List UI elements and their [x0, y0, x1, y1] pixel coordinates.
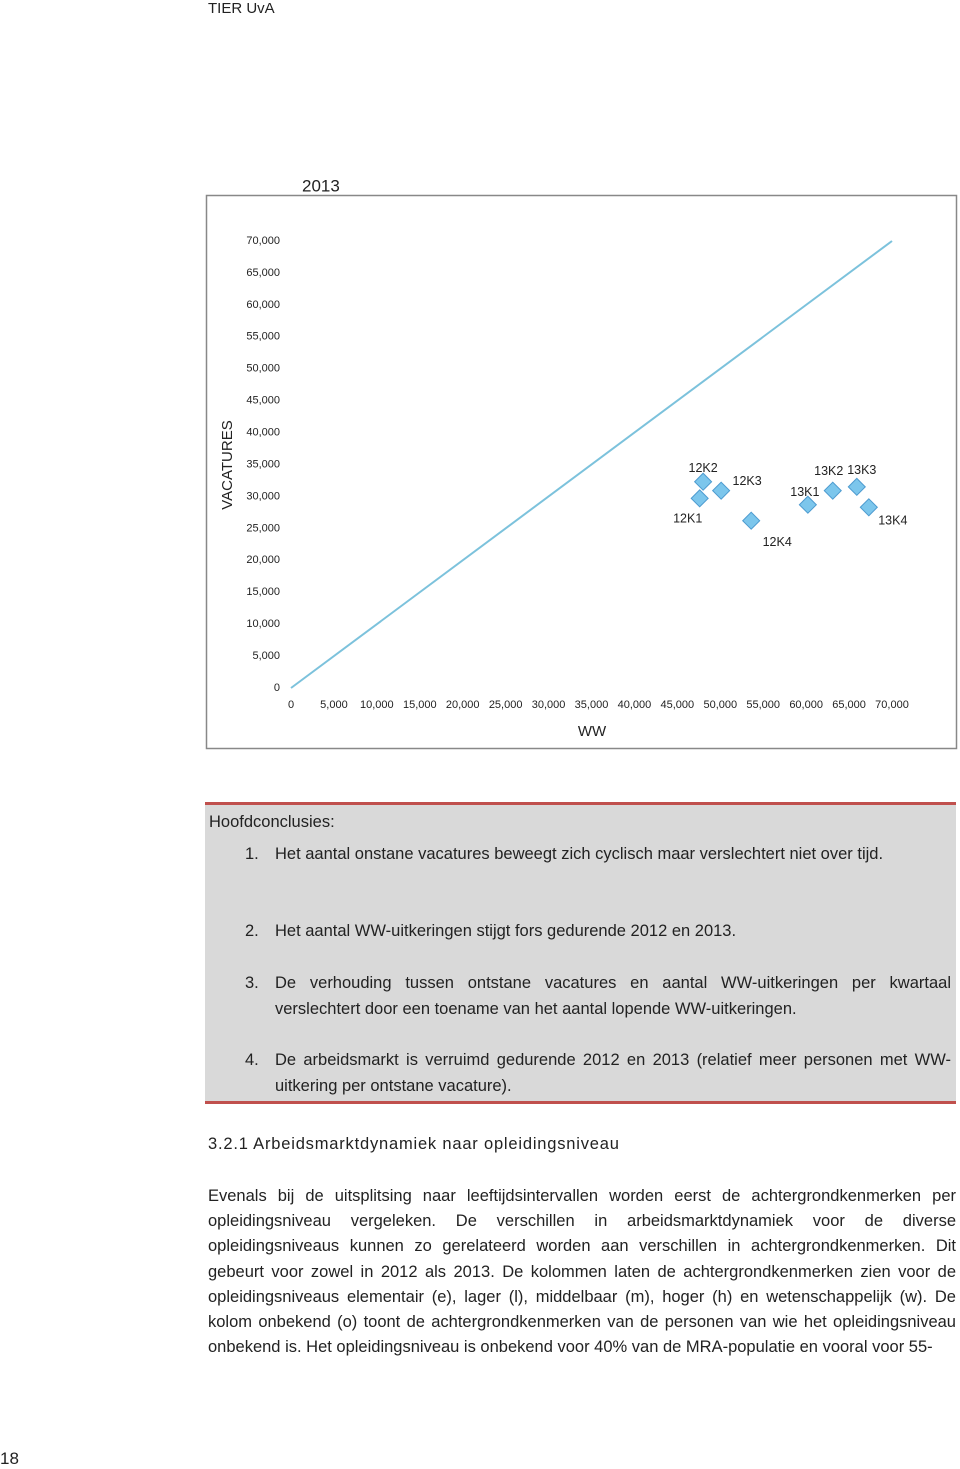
y-tick-label: 0	[274, 682, 280, 694]
y-tick-label: 60,000	[246, 299, 280, 311]
point-label: 13K1	[790, 485, 819, 499]
x-tick-label: 50,000	[703, 699, 737, 711]
header: TIER UvA	[208, 0, 275, 17]
item-text: De verhouding tussen ontstane vacatures …	[275, 974, 951, 1018]
x-tick-label: 25,000	[489, 699, 523, 711]
point-label: 13K3	[847, 463, 876, 477]
y-tick-label: 30,000	[246, 490, 280, 502]
point-label: 12K2	[689, 461, 718, 475]
section-heading: 3.2.1 Arbeidsmarktdynamiek naar opleidin…	[208, 1135, 620, 1153]
x-tick-label: 30,000	[532, 699, 566, 711]
x-tick-label: 5,000	[320, 699, 348, 711]
x-tick-label: 65,000	[832, 699, 866, 711]
chart: 2013 WW VACATURES 0 5,000 10,000 15,000 20,0…	[205, 176, 958, 750]
reference-line	[290, 240, 893, 689]
item-number: 4.	[245, 1051, 259, 1069]
x-axis-title: WW	[578, 723, 607, 740]
data-point	[693, 472, 713, 491]
data-point	[742, 511, 761, 530]
x-tick-label: 15,000	[403, 699, 437, 711]
data-point	[859, 498, 879, 517]
point-label: 13K2	[814, 464, 843, 478]
y-tick-label: 45,000	[246, 395, 280, 407]
y-tick-label: 20,000	[246, 554, 280, 566]
conclusion-item: 4. De arbeidsmarkt is verruimd gedurende …	[245, 1047, 951, 1099]
x-tick-label: 10,000	[360, 699, 394, 711]
x-tick-label: 60,000	[789, 699, 823, 711]
point-label: 12K4	[763, 535, 792, 549]
y-tick-label: 15,000	[246, 586, 280, 598]
chart-title: 2013	[302, 176, 340, 195]
y-tick-label: 40,000	[246, 426, 280, 438]
chart-frame	[205, 194, 958, 750]
paragraph: Evenals bij de uitsplitsing naar leeftij…	[208, 1187, 956, 1357]
data-point	[711, 481, 731, 500]
x-tick-label: 20,000	[446, 699, 480, 711]
y-tick-label: 55,000	[246, 331, 280, 343]
conclusions-box: Hoofdconclusies: 1. Het aantal onstane va…	[205, 802, 956, 1104]
item-text: De arbeidsmarkt is verruimd gedurende 20…	[275, 1051, 951, 1095]
y-tick-label: 35,000	[246, 458, 280, 470]
item-number: 3.	[245, 974, 259, 992]
item-number: 2.	[245, 922, 259, 940]
point-label: 13K4	[878, 514, 907, 528]
point-label: 12K1	[673, 512, 702, 526]
item-text: Het aantal onstane vacatures beweegt zic…	[275, 845, 884, 863]
conclusion-item: 3. De verhouding tussen ontstane vacature…	[245, 970, 951, 1022]
y-tick-label: 50,000	[246, 363, 280, 375]
data-point	[823, 481, 842, 500]
conclusion-item: 1. Het aantal onstane vacatures beweegt z…	[245, 841, 951, 867]
x-tick-label: 35,000	[575, 699, 609, 711]
y-tick-label: 10,000	[246, 618, 280, 630]
y-tick-label: 5,000	[252, 650, 280, 662]
x-tick-label: 45,000	[661, 699, 695, 711]
data-point	[847, 477, 866, 497]
x-tick-label: 55,000	[746, 699, 780, 711]
conclusions-title: Hoofdconclusies:	[209, 813, 335, 831]
data-point	[690, 489, 709, 508]
x-tick-label: 70,000	[875, 699, 909, 711]
y-tick-label: 70,000	[246, 235, 280, 247]
y-axis-title: VACATURES	[219, 420, 236, 509]
item-number: 1.	[245, 845, 259, 863]
y-tick-label: 65,000	[246, 267, 280, 279]
x-tick-label: 0	[288, 699, 294, 711]
point-label: 12K3	[733, 474, 762, 488]
y-tick-label: 25,000	[246, 522, 280, 534]
item-text: Het aantal WW-uitkeringen stijgt fors ge…	[275, 922, 737, 940]
data-point	[798, 495, 818, 514]
x-tick-label: 40,000	[618, 699, 652, 711]
conclusion-item: 2. Het aantal WW-uitkeringen stijgt fors …	[245, 918, 951, 944]
page-number: 18	[0, 1449, 19, 1468]
